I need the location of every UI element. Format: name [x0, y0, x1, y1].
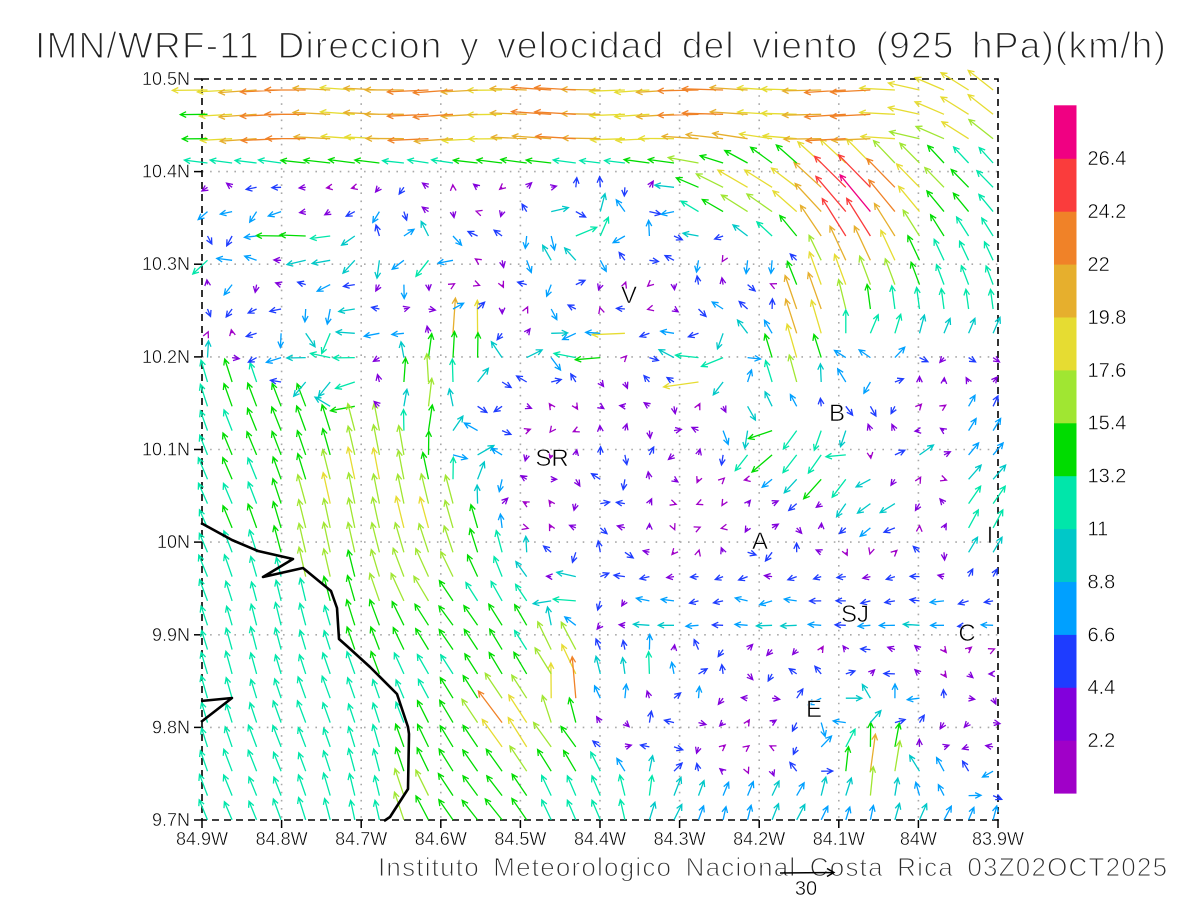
svg-text:C: C: [958, 620, 975, 647]
svg-text:9.9N: 9.9N: [152, 625, 190, 645]
svg-text:11: 11: [1088, 519, 1109, 541]
svg-text:A: A: [752, 528, 768, 555]
svg-text:V: V: [621, 282, 637, 309]
svg-text:Instituto Meteorologico Nacion: Instituto Meteorologico Nacional Costa R…: [378, 852, 1168, 882]
svg-text:2.2: 2.2: [1088, 730, 1116, 752]
svg-text:IMN/WRF-11 Direccion y velocid: IMN/WRF-11 Direccion y velocidad del vie…: [35, 25, 1167, 66]
svg-text:84.1W: 84.1W: [813, 829, 865, 849]
svg-text:9.8N: 9.8N: [152, 717, 190, 737]
svg-text:10.1N: 10.1N: [142, 440, 190, 460]
svg-text:30: 30: [795, 878, 817, 900]
svg-text:8.8: 8.8: [1088, 571, 1116, 593]
svg-text:10.4N: 10.4N: [142, 162, 190, 182]
svg-text:SJ: SJ: [841, 601, 869, 628]
svg-text:10.5N: 10.5N: [142, 69, 190, 89]
svg-text:84.7W: 84.7W: [335, 829, 387, 849]
svg-text:10.2N: 10.2N: [142, 347, 190, 367]
svg-text:84.5W: 84.5W: [494, 829, 546, 849]
svg-text:9.7N: 9.7N: [152, 810, 190, 830]
svg-text:84.4W: 84.4W: [574, 829, 626, 849]
svg-text:17.6: 17.6: [1088, 360, 1127, 382]
svg-text:I: I: [987, 522, 994, 549]
svg-text:19.8: 19.8: [1088, 307, 1127, 329]
svg-text:10N: 10N: [157, 532, 190, 552]
svg-text:84.9W: 84.9W: [176, 829, 228, 849]
svg-text:84.6W: 84.6W: [415, 829, 467, 849]
svg-text:83.9W: 83.9W: [972, 829, 1024, 849]
svg-text:13.2: 13.2: [1088, 466, 1127, 488]
svg-text:6.6: 6.6: [1088, 624, 1116, 646]
svg-text:84W: 84W: [900, 829, 937, 849]
svg-text:84.2W: 84.2W: [733, 829, 785, 849]
svg-text:26.4: 26.4: [1088, 148, 1127, 170]
svg-text:84.3W: 84.3W: [654, 829, 706, 849]
svg-text:15.4: 15.4: [1088, 413, 1127, 435]
svg-text:22: 22: [1088, 254, 1110, 276]
svg-text:SR: SR: [535, 445, 568, 472]
svg-text:84.8W: 84.8W: [256, 829, 308, 849]
svg-text:24.2: 24.2: [1088, 201, 1127, 223]
svg-text:B: B: [829, 400, 845, 427]
svg-text:4.4: 4.4: [1088, 677, 1116, 699]
svg-text:10.3N: 10.3N: [142, 254, 190, 274]
svg-text:E: E: [806, 696, 822, 723]
